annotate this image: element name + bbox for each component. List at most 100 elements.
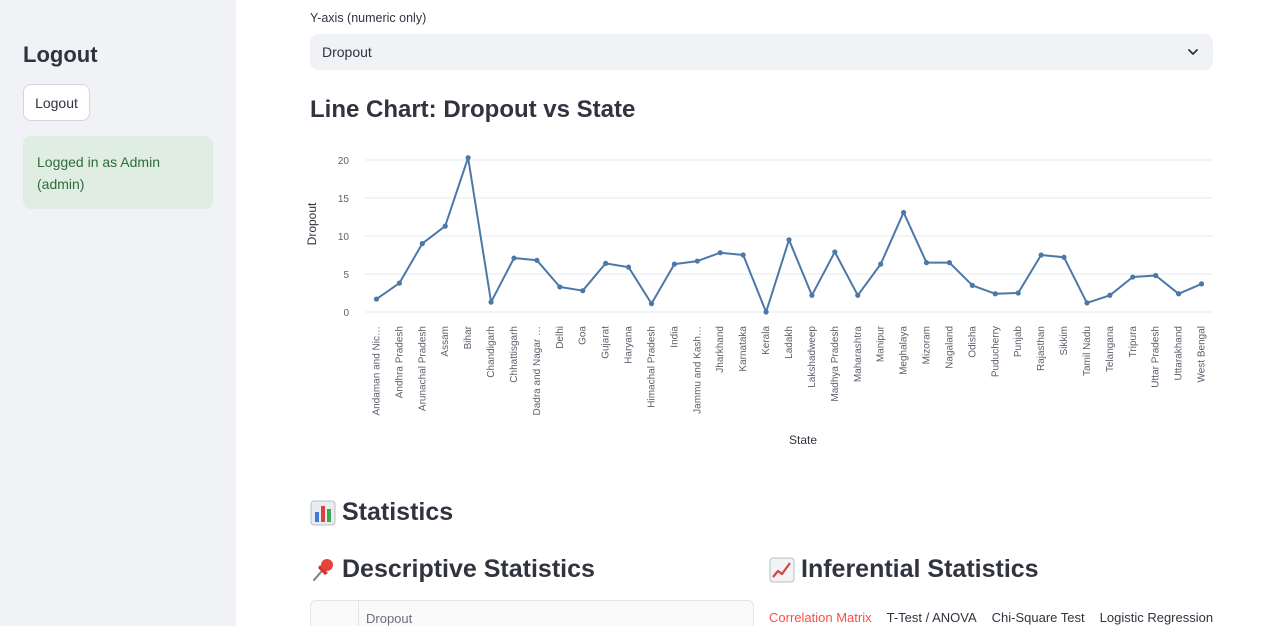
x-tick-label: Arunachal Pradesh xyxy=(417,326,428,411)
data-point[interactable] xyxy=(1061,254,1067,260)
data-point[interactable] xyxy=(1130,274,1136,280)
x-tick-label: Dadra and Nagar … xyxy=(532,326,543,416)
x-tick-label: Telangana xyxy=(1105,326,1116,373)
statistics-heading-text: Statistics xyxy=(342,498,454,526)
data-point[interactable] xyxy=(1107,292,1113,298)
x-tick-label: West Bengal xyxy=(1197,326,1208,383)
x-tick-label: Lakshadweep xyxy=(807,326,818,388)
x-tick-label: Goa xyxy=(578,326,589,345)
y-tick-label: 0 xyxy=(343,308,349,319)
table-column-header[interactable]: Dropout xyxy=(366,611,413,626)
series-line xyxy=(375,156,1202,313)
data-point[interactable] xyxy=(855,292,861,298)
statistics-heading: Statistics xyxy=(310,498,453,527)
data-point[interactable] xyxy=(603,260,609,266)
y-axis-title: Dropout xyxy=(305,202,319,245)
x-tick-label: Madhya Pradesh xyxy=(830,326,841,402)
data-point[interactable] xyxy=(694,258,700,264)
trend-up-chart-icon xyxy=(769,557,795,582)
line-chart: 0 5 10 15 20 Dropout Andaman and Nic… Andhra Pr… xyxy=(296,140,1226,460)
yaxis-select[interactable]: Dropout xyxy=(310,34,1213,70)
sidebar-title: Logout xyxy=(23,42,98,67)
x-tick-label: Punjab xyxy=(1013,326,1024,358)
x-tick-label: Delhi xyxy=(555,326,566,349)
data-point[interactable] xyxy=(557,284,563,290)
x-tick-label: Andaman and Nic… xyxy=(371,326,382,416)
data-point[interactable] xyxy=(992,291,998,297)
bar-chart-icon xyxy=(310,500,336,525)
data-point[interactable] xyxy=(1198,281,1205,287)
pushpin-icon xyxy=(313,558,333,581)
yaxis-select-value: Dropout xyxy=(322,44,372,60)
x-tick-label: India xyxy=(669,326,680,348)
data-point[interactable] xyxy=(534,257,540,263)
data-point[interactable] xyxy=(809,292,815,298)
x-tick-label: Jharkhand xyxy=(715,326,726,373)
x-tick-label: Haryana xyxy=(624,326,635,364)
main-content: Y-axis (numeric only) Dropout Line Chart… xyxy=(236,0,1280,626)
x-tick-label: Andhra Pradesh xyxy=(394,326,405,398)
data-point[interactable] xyxy=(442,223,448,229)
table-index-column xyxy=(311,601,359,626)
sidebar: Logout Logout Logged in as Admin (admin) xyxy=(0,0,236,626)
x-tick-label: Meghalaya xyxy=(899,326,910,375)
x-tick-label: Puducherry xyxy=(990,326,1001,377)
data-point[interactable] xyxy=(786,237,792,243)
x-tick-label: Gujarat xyxy=(601,326,612,359)
data-point[interactable] xyxy=(1038,252,1044,258)
x-tick-label: Tamil Nadu xyxy=(1082,326,1093,376)
x-tick-label: Himachal Pradesh xyxy=(646,326,657,408)
x-tick-label: Kerala xyxy=(761,326,772,355)
x-tick-label: Uttar Pradesh xyxy=(1151,326,1162,388)
data-point[interactable] xyxy=(488,299,494,305)
data-point[interactable] xyxy=(832,249,838,255)
y-tick-label: 5 xyxy=(343,270,349,281)
data-point[interactable] xyxy=(1153,272,1159,279)
tab-correlation-matrix[interactable]: Correlation Matrix xyxy=(769,610,872,625)
x-tick-label: Chandigarh xyxy=(486,326,497,378)
data-point[interactable] xyxy=(900,209,907,216)
inferential-tabs: Correlation Matrix T-Test / ANOVA Chi-Sq… xyxy=(769,610,1213,625)
data-point[interactable] xyxy=(625,264,632,270)
data-point[interactable] xyxy=(969,282,975,288)
inferential-heading: Inferential Statistics xyxy=(769,555,1039,584)
y-tick-label: 20 xyxy=(338,156,350,167)
y-tick-label: 10 xyxy=(338,232,350,243)
data-point[interactable] xyxy=(946,260,953,266)
data-point[interactable] xyxy=(373,296,380,302)
tab-chi-square-test[interactable]: Chi-Square Test xyxy=(991,610,1085,625)
tab-t-test-anova[interactable]: T-Test / ANOVA xyxy=(886,610,977,625)
data-point[interactable] xyxy=(763,309,769,315)
data-point[interactable] xyxy=(1015,290,1021,296)
yaxis-select-label: Y-axis (numeric only) xyxy=(310,11,427,25)
x-tick-label: Odisha xyxy=(967,326,978,358)
line-chart-svg: 0 5 10 15 20 Dropout Andaman and Nic… Andhra Pr… xyxy=(305,155,1213,447)
logout-button[interactable]: Logout xyxy=(23,84,90,121)
x-tick-label: Uttarakhand xyxy=(1174,326,1185,380)
y-tick-label: 15 xyxy=(338,194,350,205)
data-point[interactable] xyxy=(465,155,471,161)
x-axis-title: State xyxy=(789,433,817,447)
data-point[interactable] xyxy=(717,250,723,256)
data-point[interactable] xyxy=(878,261,884,267)
data-point[interactable] xyxy=(511,255,517,261)
descriptive-stats-table[interactable]: Dropout xyxy=(310,600,754,626)
data-point[interactable] xyxy=(671,261,678,267)
data-point[interactable] xyxy=(648,301,655,307)
x-tick-label: Tripura xyxy=(1128,326,1139,358)
data-point[interactable] xyxy=(1084,300,1090,306)
data-point[interactable] xyxy=(419,241,425,247)
tab-logistic-regression[interactable]: Logistic Regression xyxy=(1099,610,1214,625)
x-tick-label: Jammu and Kash… xyxy=(692,326,703,414)
inferential-heading-text: Inferential Statistics xyxy=(801,555,1039,583)
data-point[interactable] xyxy=(923,260,930,266)
descriptive-heading-text: Descriptive Statistics xyxy=(342,555,595,583)
x-tick-label: Sikkim xyxy=(1059,326,1070,355)
data-point[interactable] xyxy=(396,280,402,286)
x-tick-label: Bihar xyxy=(463,325,474,349)
data-point[interactable] xyxy=(1176,291,1182,297)
data-point[interactable] xyxy=(580,288,586,294)
data-point[interactable] xyxy=(740,252,746,258)
x-tick-label: Chhattisgarh xyxy=(509,326,520,383)
